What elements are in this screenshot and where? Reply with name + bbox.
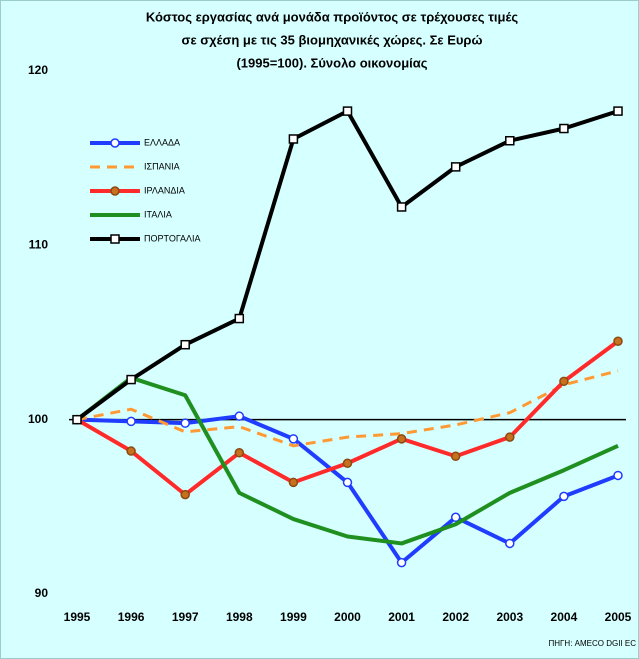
- y-tick-label: 90: [35, 586, 49, 600]
- x-tick-label: 1995: [64, 610, 91, 624]
- data-point: [396, 202, 407, 212]
- data-point: [180, 339, 190, 350]
- chart-title: σε σχέση με τις 35 βιομηχανικές χώρες. Σ…: [182, 32, 483, 47]
- legend-label: ΙΡΛΑΝΔΙΑ: [144, 185, 185, 195]
- data-point: [342, 106, 353, 116]
- legend-label: ΙΣΠΑΝΙΑ: [144, 161, 180, 171]
- data-point: [450, 512, 461, 523]
- series-line: [76, 369, 619, 448]
- data-point: [234, 448, 245, 458]
- data-point: [288, 434, 299, 444]
- data-point: [126, 446, 136, 456]
- y-tick-label: 100: [28, 412, 48, 426]
- x-tick-label: 2003: [496, 610, 523, 624]
- data-point: [559, 376, 569, 387]
- data-point: [288, 134, 299, 144]
- x-tick-label: 1996: [118, 610, 145, 624]
- data-point: [396, 557, 407, 568]
- data-point: [72, 414, 82, 425]
- data-point: [450, 451, 461, 462]
- data-point: [505, 135, 515, 146]
- legend-label: ΙΤΑΛΙΑ: [144, 209, 172, 219]
- data-point: [126, 416, 136, 427]
- data-point: [559, 123, 569, 134]
- legend-marker: [110, 234, 120, 244]
- x-tick-label: 2002: [442, 610, 469, 624]
- data-point: [126, 374, 136, 385]
- y-tick-label: 120: [28, 63, 48, 77]
- data-point: [180, 489, 190, 500]
- legend-marker: [110, 138, 120, 148]
- data-point: [559, 491, 569, 502]
- data-point: [342, 477, 353, 488]
- data-point: [234, 313, 245, 324]
- data-point: [613, 470, 623, 481]
- x-tick-label: 2001: [388, 610, 415, 624]
- data-point: [505, 432, 515, 442]
- y-tick-label: 110: [29, 238, 49, 252]
- x-tick-label: 1999: [280, 610, 307, 624]
- legend-label: ΠΟΡΤΟΓΑΛΙΑ: [144, 233, 201, 243]
- data-point: [450, 162, 461, 172]
- x-tick-label: 2000: [334, 610, 361, 624]
- x-tick-label: 2005: [605, 610, 632, 624]
- series-line: [75, 375, 619, 546]
- legend-label: ΕΛΛΑΔΑ: [144, 137, 180, 147]
- data-point: [505, 538, 515, 549]
- chart-title: (1995=100). Σύνολο οικονομίας: [236, 55, 427, 70]
- legend-marker: [110, 186, 120, 196]
- x-tick-label: 1998: [226, 610, 253, 624]
- data-point: [180, 418, 190, 428]
- x-tick-label: 1997: [172, 610, 199, 624]
- x-tick-label: 2004: [551, 610, 578, 624]
- data-point: [288, 477, 299, 488]
- data-point: [342, 458, 353, 468]
- source: ΠΗΓΗ: AMECO DGII EC: [548, 639, 636, 648]
- data-point: [613, 106, 623, 116]
- data-point: [613, 336, 623, 346]
- data-point: [396, 434, 407, 444]
- data-point: [234, 411, 245, 421]
- chart-title: Κόστος εργασίας ανά μονάδα προϊόντος σε …: [146, 9, 518, 24]
